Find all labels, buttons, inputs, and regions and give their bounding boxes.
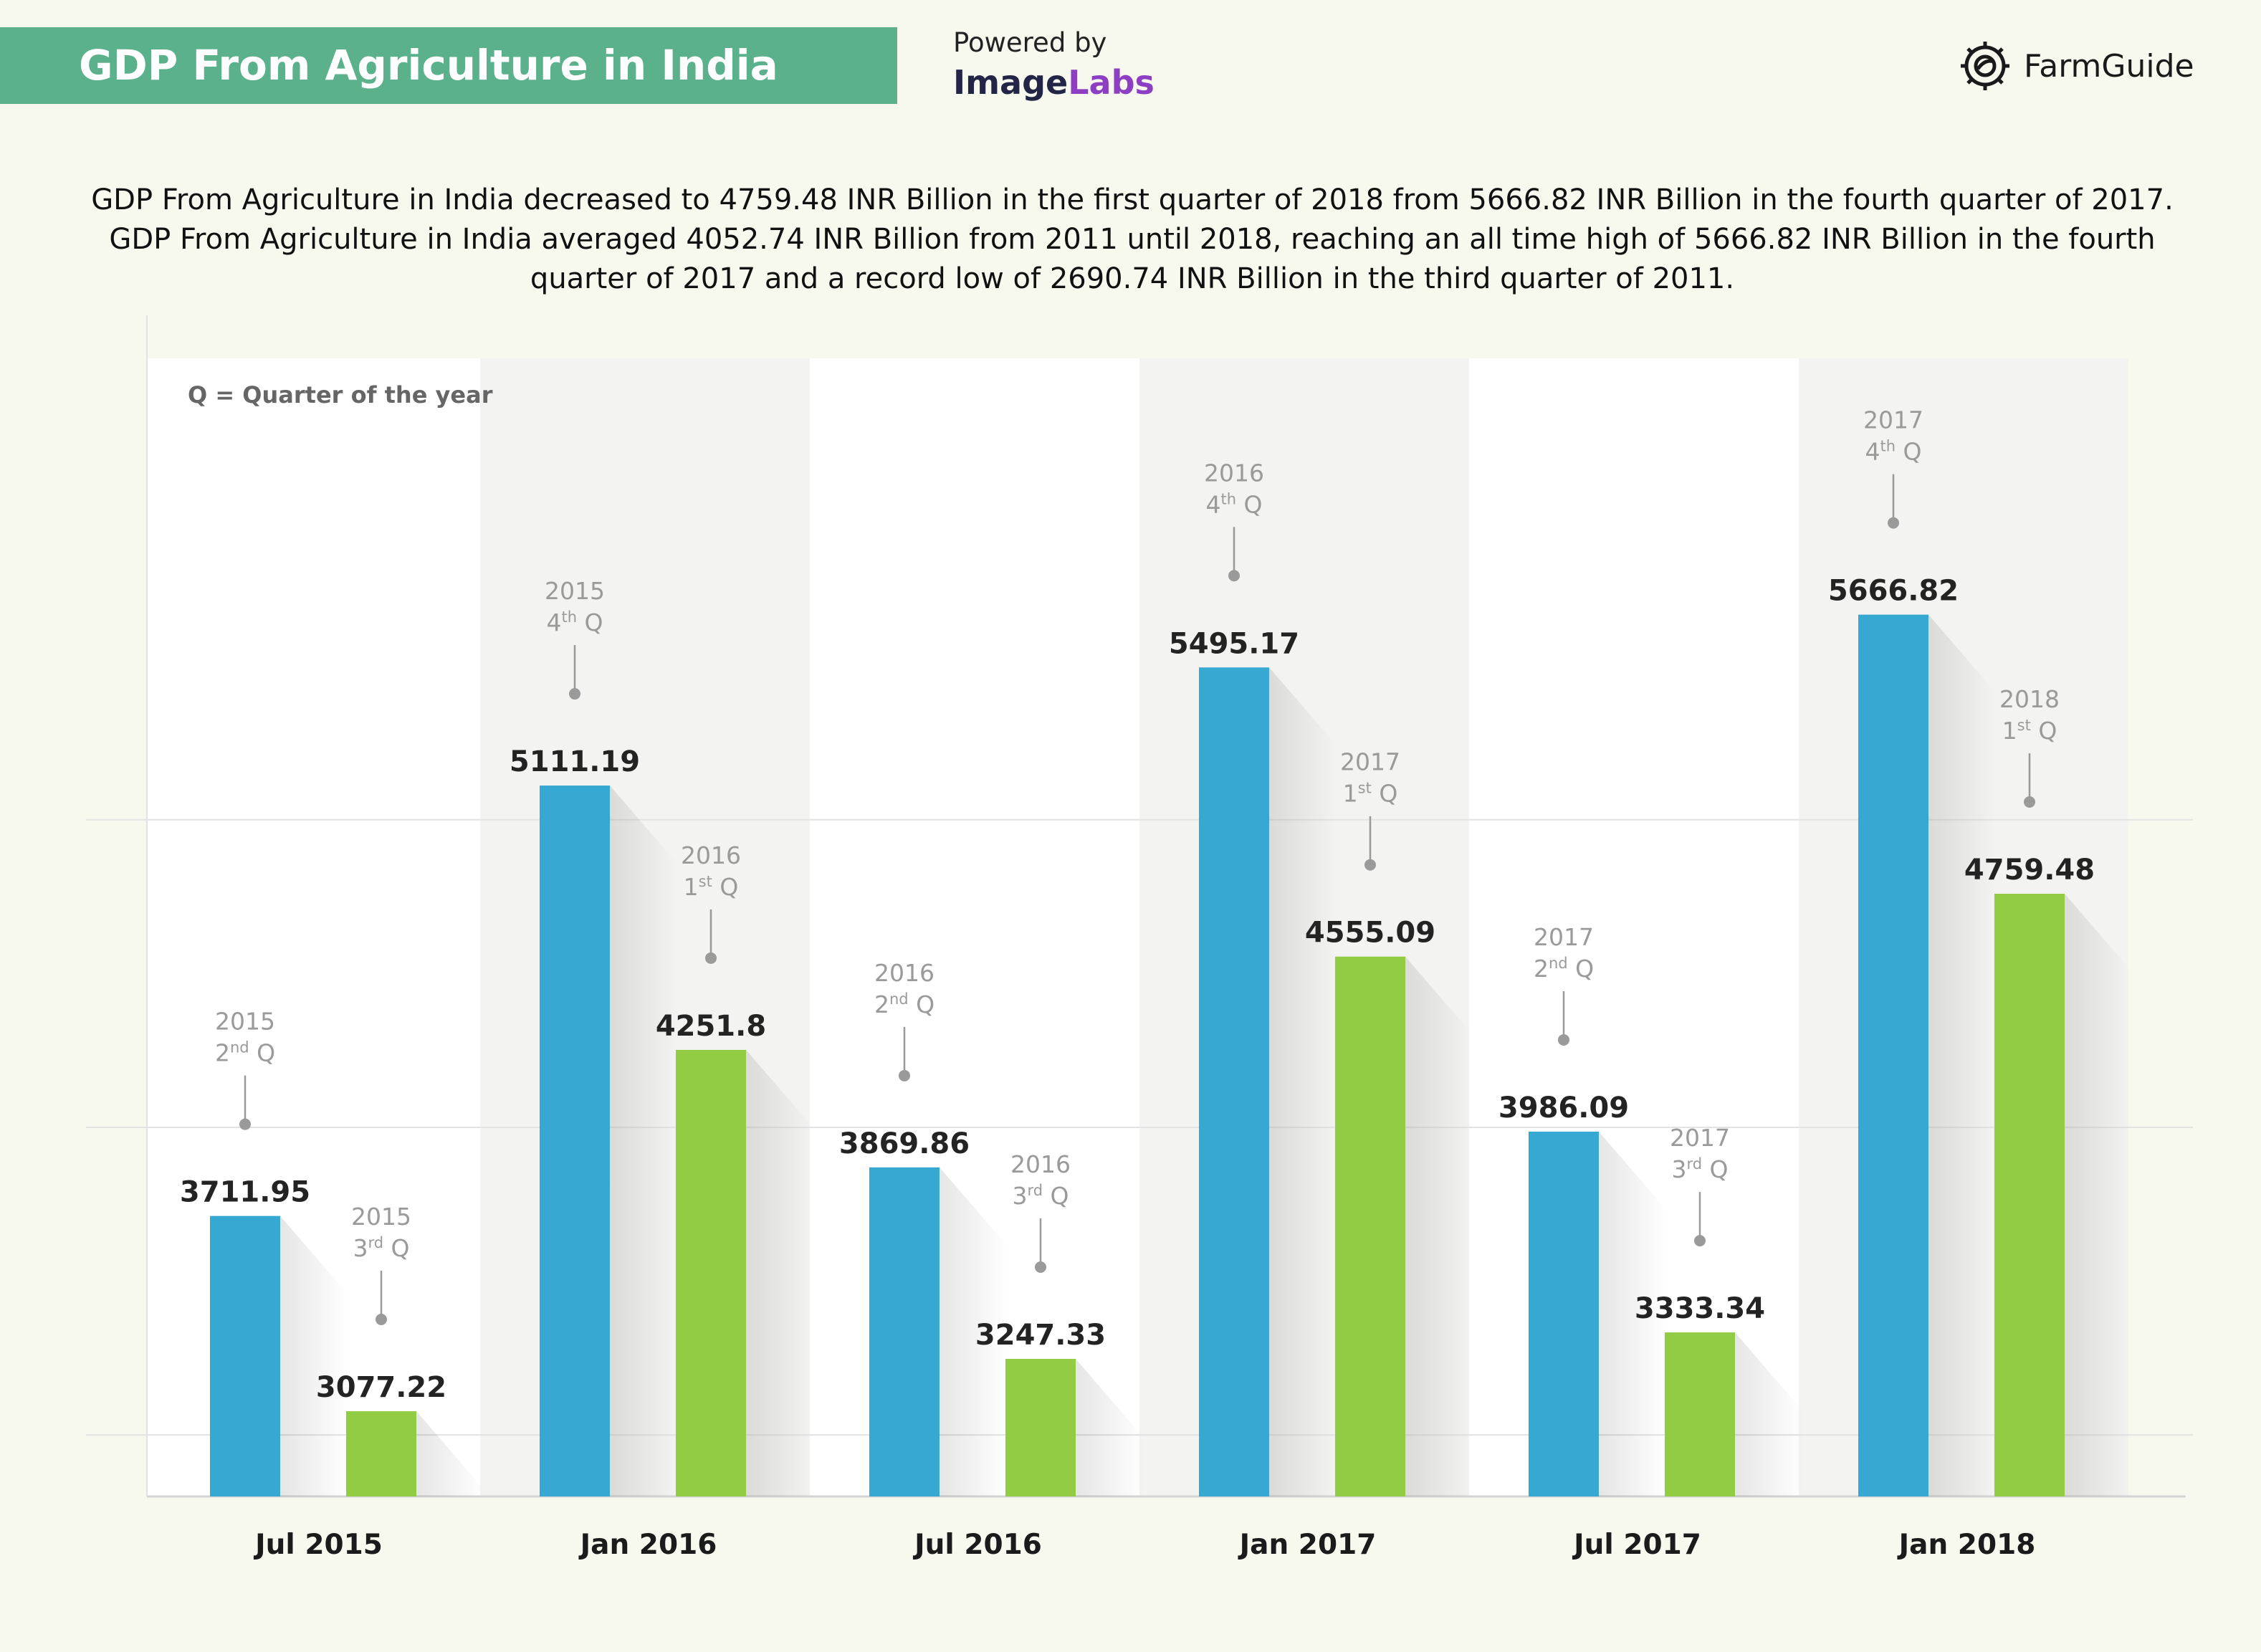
bar bbox=[1335, 956, 1405, 1496]
quarter-label: 1st Q bbox=[684, 873, 739, 901]
quarter-label: 2nd Q bbox=[215, 1039, 275, 1067]
year-label: 2015 bbox=[351, 1203, 411, 1231]
bar-value-label: 5666.82 bbox=[1828, 575, 1959, 608]
imagelabs-brand-part2: Labs bbox=[1068, 63, 1155, 102]
x-tick-label: Jul 2015 bbox=[253, 1529, 383, 1561]
quarter-label: 1st Q bbox=[1343, 780, 1398, 808]
bar-shadow bbox=[416, 1411, 484, 1496]
bar bbox=[346, 1411, 416, 1496]
bar-value-label: 4759.48 bbox=[1964, 854, 2095, 887]
quarter-label: 4th Q bbox=[1205, 490, 1262, 518]
year-label: 2017 bbox=[1534, 923, 1594, 951]
x-tick-label: Jul 2017 bbox=[1572, 1529, 1701, 1561]
bar bbox=[210, 1216, 280, 1496]
year-label: 2016 bbox=[874, 959, 934, 987]
bar-value-label: 3077.22 bbox=[316, 1371, 446, 1404]
legend-note: Q = Quarter of the year bbox=[188, 381, 493, 409]
bar bbox=[1858, 614, 1928, 1497]
bar bbox=[1994, 894, 2065, 1496]
bar-value-label: 5111.19 bbox=[510, 745, 640, 778]
title-banner: GDP From Agriculture in India bbox=[0, 27, 897, 104]
bar-shadow bbox=[1405, 956, 1473, 1496]
quarter-label: 4th Q bbox=[1865, 438, 1921, 466]
bar bbox=[869, 1167, 940, 1496]
bar-value-label: 3986.09 bbox=[1498, 1092, 1629, 1125]
imagelabs-brand: ImageLabs bbox=[953, 63, 1155, 102]
bar-shadow bbox=[1599, 1131, 1667, 1496]
bar bbox=[1529, 1131, 1599, 1496]
quarter-label: 3rd Q bbox=[1012, 1182, 1069, 1210]
bar-shadow bbox=[1076, 1359, 1144, 1496]
bar bbox=[1199, 667, 1269, 1496]
bar bbox=[1665, 1332, 1735, 1496]
quarter-label: 1st Q bbox=[2002, 717, 2057, 745]
bar-value-label: 4555.09 bbox=[1305, 917, 1435, 950]
bar bbox=[676, 1049, 746, 1496]
bar-shadow bbox=[280, 1216, 348, 1496]
quarter-label: 2nd Q bbox=[1534, 955, 1594, 983]
bar-shadow bbox=[1735, 1332, 1803, 1496]
year-label: 2017 bbox=[1340, 748, 1400, 776]
x-tick-label: Jan 2018 bbox=[1897, 1529, 2036, 1561]
quarter-label: 4th Q bbox=[546, 608, 603, 636]
year-label: 2015 bbox=[215, 1008, 275, 1036]
farmguide-gear-icon bbox=[1961, 42, 2009, 90]
bar-value-label: 3711.95 bbox=[180, 1176, 310, 1209]
bar-value-label: 3333.34 bbox=[1635, 1292, 1765, 1325]
quarter-label: 2nd Q bbox=[874, 990, 934, 1018]
bar-shadow bbox=[746, 1049, 814, 1496]
bar-shadow bbox=[1269, 667, 1337, 1496]
year-label: 2016 bbox=[1010, 1150, 1071, 1178]
year-label: 2018 bbox=[1999, 685, 2060, 713]
bar-value-label: 3247.33 bbox=[975, 1319, 1106, 1352]
bar-shadow bbox=[610, 786, 678, 1496]
bar-value-label: 3869.86 bbox=[839, 1127, 970, 1160]
farmguide-logo-text: FarmGuide bbox=[2024, 47, 2194, 85]
year-label: 2016 bbox=[681, 841, 741, 869]
summary-paragraph: GDP From Agriculture in India decreased … bbox=[91, 183, 2174, 295]
quarter-label: 3rd Q bbox=[1671, 1155, 1728, 1183]
powered-by-label: Powered by bbox=[953, 27, 1107, 58]
year-label: 2017 bbox=[1670, 1124, 1730, 1152]
year-label: 2015 bbox=[545, 577, 605, 605]
page-title: GDP From Agriculture in India bbox=[79, 41, 778, 90]
bar-shadow bbox=[940, 1167, 1008, 1496]
bar bbox=[1005, 1359, 1076, 1496]
bar-value-label: 4251.8 bbox=[656, 1010, 766, 1043]
x-tick-label: Jan 2017 bbox=[1238, 1529, 1377, 1561]
imagelabs-brand-part1: Image bbox=[953, 63, 1069, 102]
x-tick-label: Jan 2016 bbox=[578, 1529, 717, 1561]
year-label: 2016 bbox=[1204, 459, 1264, 487]
bar-shadow bbox=[2065, 894, 2133, 1496]
bar-value-label: 5495.17 bbox=[1169, 627, 1299, 660]
bar bbox=[540, 786, 610, 1496]
bar-shadow bbox=[1928, 614, 1997, 1497]
farmguide-logo: FarmGuide bbox=[1956, 37, 2194, 95]
quarter-label: 3rd Q bbox=[353, 1234, 409, 1262]
year-label: 2017 bbox=[1863, 406, 1923, 434]
x-tick-label: Jul 2016 bbox=[912, 1529, 1042, 1561]
plot-area bbox=[147, 358, 2128, 1496]
